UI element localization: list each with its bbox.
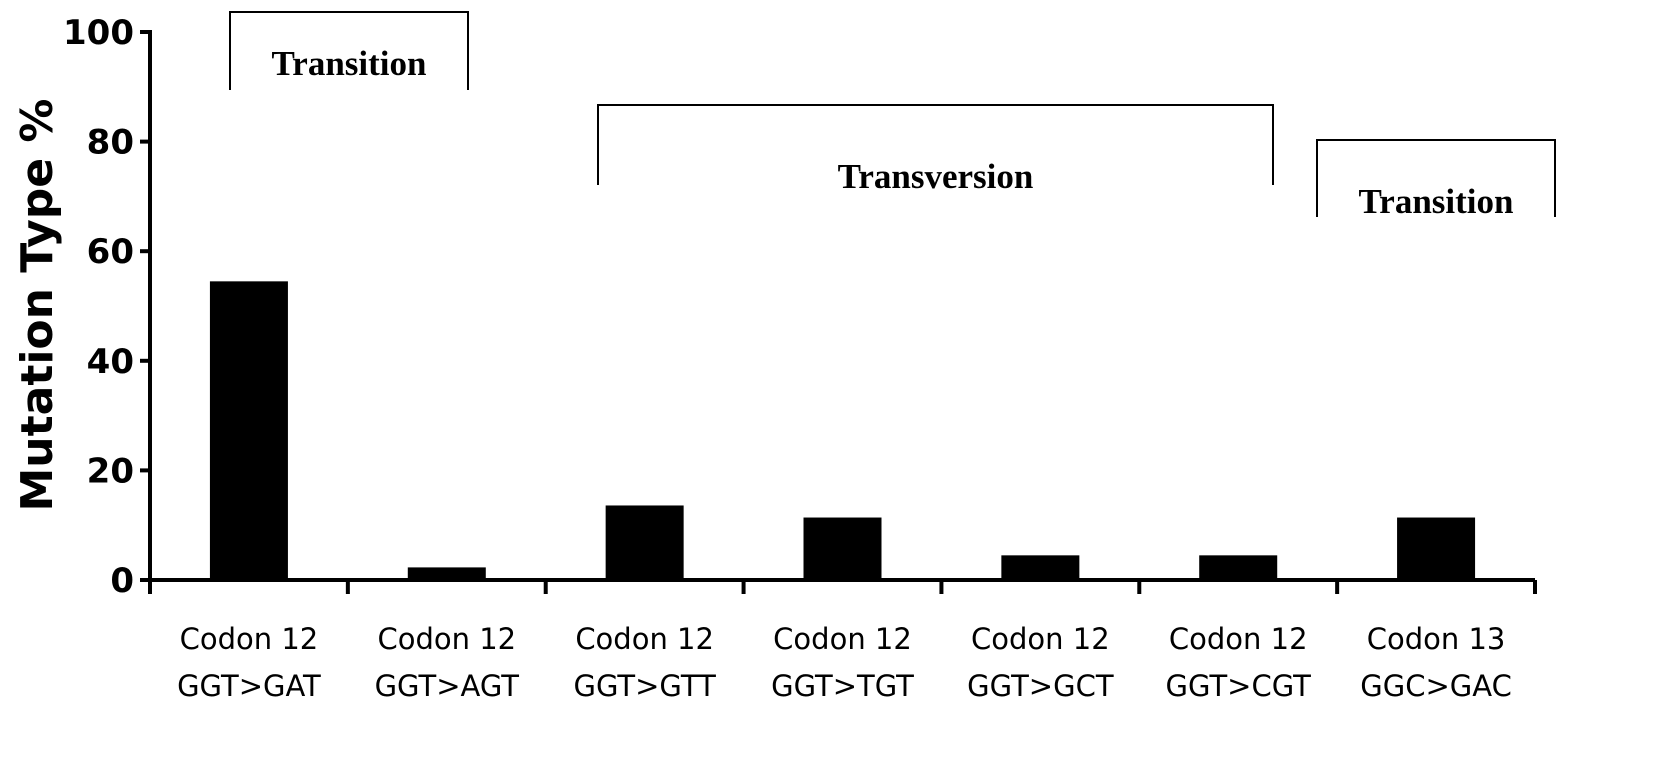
category-label-codon: Codon 12 bbox=[971, 622, 1110, 656]
category-label-codon: Codon 13 bbox=[1367, 622, 1506, 656]
annotation-label: Transition bbox=[272, 44, 427, 83]
bar bbox=[1199, 555, 1278, 580]
y-tick-label: 0 bbox=[110, 561, 134, 601]
bar bbox=[209, 281, 288, 580]
category-label-mutation: GGT>GTT bbox=[574, 669, 717, 703]
category-label-codon: Codon 12 bbox=[773, 622, 912, 656]
y-axis-label: Mutation Type % bbox=[12, 98, 63, 511]
bar bbox=[803, 517, 882, 580]
axes bbox=[148, 30, 1537, 594]
annotation-label: Transversion bbox=[838, 157, 1034, 196]
bar bbox=[1001, 555, 1080, 580]
category-label-mutation: GGT>TGT bbox=[771, 669, 914, 703]
annotation-bracket bbox=[1316, 139, 1556, 217]
y-tick-label: 20 bbox=[87, 451, 134, 491]
category-label-mutation: GGT>CGT bbox=[1166, 669, 1312, 703]
annotation-label: Transition bbox=[1359, 182, 1514, 221]
annotation-brackets: Transition Transversion Transition bbox=[229, 11, 1556, 221]
category-label-mutation: GGT>GAT bbox=[177, 669, 321, 703]
bars bbox=[209, 281, 1476, 580]
y-tick-label: 40 bbox=[87, 342, 134, 382]
y-tick-label: 80 bbox=[87, 123, 134, 163]
category-label-codon: Codon 12 bbox=[575, 622, 714, 656]
category-label-codon: Codon 12 bbox=[377, 622, 516, 656]
category-label-mutation: GGC>GAC bbox=[1360, 669, 1512, 703]
bar bbox=[407, 567, 486, 580]
y-axis-ticks: 0 20 40 60 80 100 bbox=[63, 13, 150, 601]
annotation-bracket bbox=[229, 11, 469, 90]
category-label-codon: Codon 12 bbox=[1169, 622, 1308, 656]
y-tick-label: 100 bbox=[63, 13, 134, 53]
category-label-mutation: GGT>AGT bbox=[375, 669, 520, 703]
category-label-mutation: GGT>GCT bbox=[967, 669, 1114, 703]
category-label-codon: Codon 12 bbox=[180, 622, 319, 656]
x-axis-category-labels: Codon 12 GGT>GAT Codon 12 GGT>AGT Codon 12 GG… bbox=[177, 622, 1512, 703]
bar bbox=[605, 505, 684, 580]
bar bbox=[1397, 517, 1476, 580]
annotation-bracket bbox=[597, 104, 1274, 185]
y-tick-label: 60 bbox=[87, 232, 134, 272]
